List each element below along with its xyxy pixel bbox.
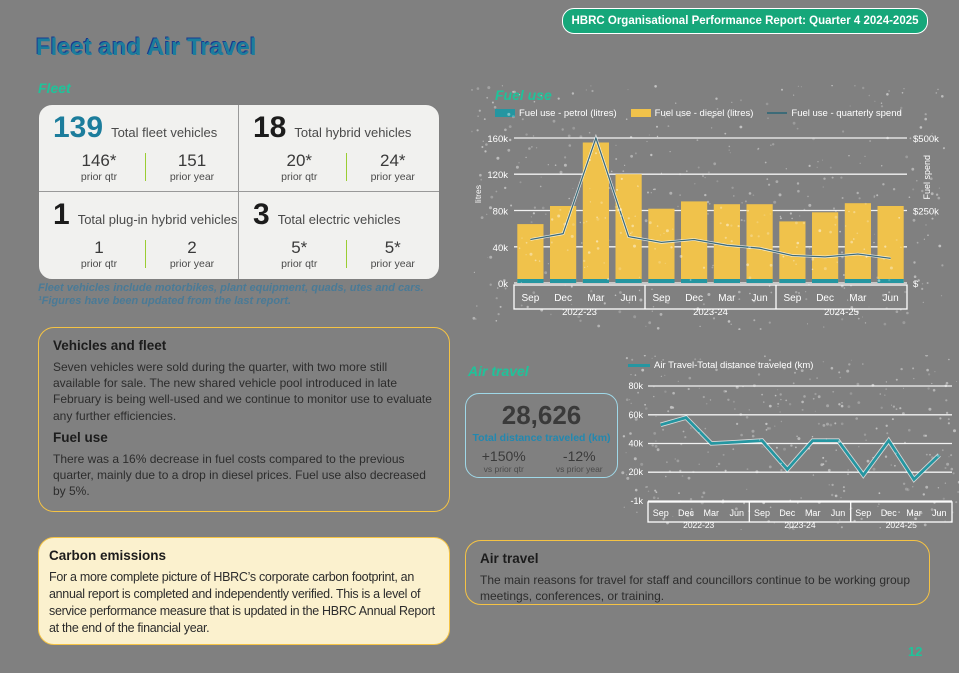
svg-text:20k: 20k (628, 467, 643, 477)
svg-text:Mar: Mar (718, 293, 736, 304)
svg-text:Dec: Dec (779, 508, 796, 518)
svg-text:-1k: -1k (630, 496, 643, 506)
svg-text:$250k: $250k (913, 207, 939, 218)
svg-text:Mar: Mar (849, 293, 867, 304)
svg-text:$500k: $500k (913, 134, 939, 145)
svg-text:Dec: Dec (881, 508, 898, 518)
svg-text:160k: 160k (487, 134, 508, 145)
svg-text:Jun: Jun (752, 293, 768, 304)
svg-text:40k: 40k (628, 439, 643, 449)
svg-text:Mar: Mar (805, 508, 821, 518)
svg-text:Dec: Dec (554, 293, 572, 304)
svg-text:Dec: Dec (685, 293, 703, 304)
svg-text:Jun: Jun (831, 508, 846, 518)
svg-text:Jun: Jun (932, 508, 947, 518)
svg-text:Jun: Jun (729, 508, 744, 518)
svg-text:40k: 40k (493, 243, 509, 254)
svg-text:Sep: Sep (754, 508, 770, 518)
svg-text:Sep: Sep (855, 508, 871, 518)
svg-text:Jun: Jun (883, 293, 899, 304)
svg-text:80k: 80k (628, 381, 643, 391)
svg-text:120k: 120k (487, 170, 508, 181)
svg-text:Dec: Dec (678, 508, 695, 518)
svg-text:Jun: Jun (621, 293, 637, 304)
svg-text:Mar: Mar (906, 508, 922, 518)
svg-text:80k: 80k (493, 207, 509, 218)
svg-text:Mar: Mar (587, 293, 605, 304)
svg-text:Sep: Sep (522, 293, 540, 304)
svg-text:60k: 60k (628, 410, 643, 420)
svg-text:Sep: Sep (653, 293, 671, 304)
svg-text:Sep: Sep (653, 508, 669, 518)
svg-text:Sep: Sep (784, 293, 802, 304)
svg-text:Mar: Mar (704, 508, 720, 518)
svg-text:Dec: Dec (816, 293, 834, 304)
svg-text:0k: 0k (498, 279, 508, 290)
svg-text:$: $ (913, 279, 919, 290)
